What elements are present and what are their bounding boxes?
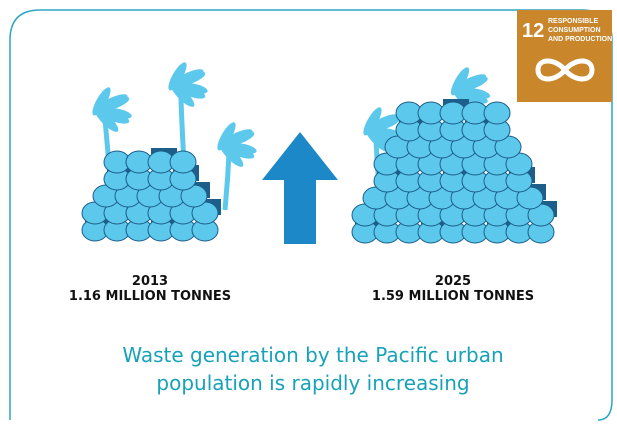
badge-line: RESPONSIBLE — [548, 18, 599, 25]
up-arrow — [262, 132, 338, 244]
amount: 1.16 MILLION TONNES — [69, 289, 231, 304]
year: 2025 — [435, 274, 471, 289]
badge-number: 12 — [522, 20, 544, 42]
trash-bag — [484, 102, 510, 124]
caption: population is rapidly increasing — [156, 371, 469, 395]
badge-line: AND PRODUCTION — [548, 36, 612, 43]
illustration — [82, 60, 557, 243]
amount: 1.59 MILLION TONNES — [372, 289, 534, 304]
year: 2013 — [132, 274, 168, 289]
infographic: 12 RESPONSIBLE CONSUMPTION AND PRODUCTIO… — [0, 0, 617, 424]
trash-bag — [170, 151, 196, 173]
badge-line: CONSUMPTION — [548, 27, 601, 34]
caption: Waste generation by the Pacific urban — [122, 343, 503, 367]
